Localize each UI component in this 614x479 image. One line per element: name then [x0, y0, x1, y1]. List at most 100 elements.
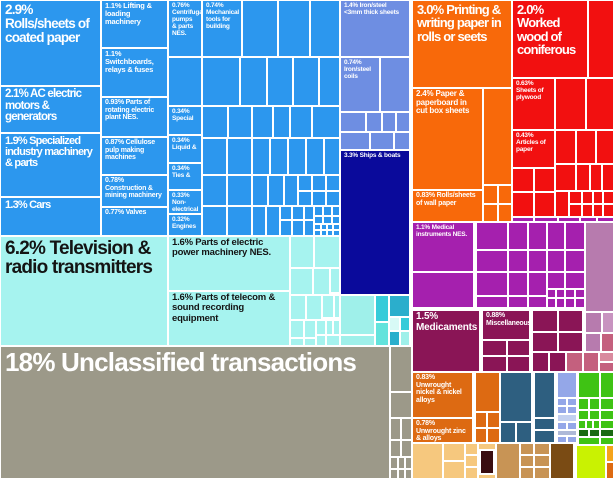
treemap-tile[interactable] — [396, 112, 410, 132]
treemap-tile[interactable] — [475, 372, 500, 412]
treemap-tile[interactable] — [443, 461, 465, 479]
treemap-tile[interactable] — [556, 289, 565, 298]
treemap-tile[interactable] — [284, 175, 298, 206]
treemap-tile[interactable] — [340, 335, 375, 346]
treemap-tile[interactable]: 3.0% Printing & writing paper in rolls o… — [412, 0, 512, 88]
treemap-tile[interactable]: 1.6% Parts of telecom & sound recording … — [168, 291, 290, 346]
treemap-tile[interactable] — [565, 289, 575, 298]
treemap-tile[interactable] — [312, 191, 326, 206]
treemap-tile[interactable] — [575, 298, 585, 308]
treemap-tile[interactable] — [298, 175, 312, 191]
treemap-tile[interactable] — [280, 220, 292, 236]
treemap-tile[interactable] — [557, 372, 577, 398]
treemap-tile[interactable] — [240, 57, 267, 106]
treemap-tile[interactable] — [600, 410, 614, 420]
treemap-tile[interactable] — [314, 216, 323, 224]
treemap-tile[interactable] — [324, 138, 340, 175]
treemap-tile[interactable] — [476, 272, 508, 296]
treemap-tile[interactable]: 1.4% Iron/steel <3mm thick sheets — [340, 0, 410, 57]
treemap-tile[interactable] — [498, 185, 512, 204]
treemap-tile[interactable] — [602, 164, 614, 191]
treemap-tile[interactable] — [555, 78, 586, 130]
treemap-tile[interactable]: 1.5% Medicaments — [412, 310, 480, 372]
treemap-tile[interactable] — [405, 469, 412, 479]
treemap-tile[interactable] — [321, 224, 327, 230]
treemap-tile[interactable] — [312, 175, 326, 191]
treemap-tile[interactable] — [583, 352, 599, 372]
treemap-tile[interactable] — [202, 106, 228, 138]
treemap-tile[interactable] — [565, 272, 585, 289]
treemap-tile[interactable] — [520, 443, 534, 455]
treemap-tile[interactable]: 0.74% Mechanical tools for building — [202, 0, 242, 57]
treemap-tile[interactable] — [606, 445, 614, 462]
treemap-tile[interactable] — [280, 206, 292, 220]
treemap-tile[interactable] — [292, 206, 304, 220]
treemap-tile[interactable] — [482, 356, 507, 372]
treemap-tile[interactable] — [558, 217, 580, 222]
treemap-tile[interactable]: 6.2% Television & radio transmitters — [0, 236, 168, 346]
treemap-tile[interactable] — [304, 206, 314, 220]
treemap-tile[interactable] — [390, 469, 398, 479]
treemap-tile[interactable]: 0.34% Ties & — [168, 163, 202, 190]
treemap-tile[interactable] — [534, 443, 550, 455]
treemap-tile[interactable] — [340, 132, 370, 150]
treemap-tile[interactable] — [327, 230, 333, 236]
treemap-tile[interactable] — [390, 440, 401, 457]
treemap-tile[interactable] — [600, 429, 614, 437]
treemap-tile[interactable]: 0.77% Valves — [101, 207, 168, 236]
treemap-tile[interactable] — [534, 418, 555, 430]
treemap-tile[interactable] — [266, 206, 280, 236]
treemap-tile[interactable] — [556, 298, 565, 308]
treemap-tile[interactable] — [476, 222, 508, 250]
treemap-tile[interactable] — [313, 268, 330, 295]
treemap-tile[interactable] — [534, 168, 555, 192]
treemap-tile[interactable] — [310, 0, 340, 57]
treemap-tile[interactable]: 0.93% Parts of rotating electric plant N… — [101, 97, 168, 137]
treemap-tile[interactable] — [482, 340, 507, 356]
treemap-tile[interactable] — [585, 222, 614, 312]
treemap-tile[interactable] — [483, 204, 498, 222]
treemap-tile[interactable]: 2.1% AC electric motors & generators — [0, 86, 101, 133]
treemap-tile[interactable] — [321, 230, 327, 236]
treemap-tile[interactable] — [340, 112, 366, 132]
treemap-tile[interactable] — [547, 250, 565, 272]
treemap-tile[interactable] — [500, 372, 532, 422]
treemap-tile[interactable] — [443, 443, 465, 461]
treemap-tile[interactable] — [333, 224, 340, 230]
treemap-tile[interactable] — [606, 462, 614, 479]
treemap-tile[interactable] — [565, 298, 575, 308]
treemap-tile[interactable] — [306, 138, 324, 175]
treemap-tile[interactable]: 0.34% Liquid & — [168, 135, 202, 163]
treemap-tile[interactable] — [370, 132, 394, 150]
treemap-tile[interactable]: 0.34% Special — [168, 106, 202, 135]
treemap-tile[interactable]: 0.78% Construction & mining machinery — [101, 175, 168, 207]
treemap-tile[interactable] — [569, 191, 582, 204]
treemap-tile[interactable] — [557, 406, 567, 414]
treemap-tile[interactable] — [565, 222, 585, 250]
treemap-tile[interactable] — [507, 356, 530, 372]
treemap-tile[interactable] — [252, 175, 268, 206]
treemap-tile[interactable] — [227, 206, 252, 236]
treemap-tile[interactable] — [547, 272, 565, 289]
treemap-tile[interactable] — [576, 164, 590, 191]
treemap-tile[interactable] — [390, 418, 401, 440]
treemap-tile[interactable] — [202, 175, 227, 206]
treemap-tile[interactable] — [326, 320, 333, 335]
treemap-tile[interactable]: 1.1% Switchboards, relays & fuses — [101, 48, 168, 97]
treemap-tile[interactable] — [549, 352, 566, 372]
treemap-tile[interactable] — [580, 217, 597, 222]
treemap-tile[interactable] — [528, 296, 547, 308]
treemap-tile[interactable]: 18% Unclassified transactions — [0, 346, 390, 479]
treemap-tile[interactable] — [558, 332, 583, 352]
treemap-tile[interactable] — [306, 295, 322, 320]
treemap-tile[interactable] — [508, 222, 528, 250]
treemap-tile[interactable] — [476, 250, 508, 272]
treemap-tile[interactable] — [534, 192, 555, 217]
treemap-tile[interactable] — [332, 216, 340, 224]
treemap-tile[interactable]: 1.9% Specialized industry machinery & pa… — [0, 133, 101, 197]
treemap-tile[interactable] — [520, 455, 534, 467]
treemap-tile[interactable] — [267, 57, 293, 106]
treemap-tile[interactable] — [534, 217, 558, 222]
treemap-tile[interactable] — [528, 272, 547, 296]
treemap-tile[interactable] — [567, 422, 577, 430]
